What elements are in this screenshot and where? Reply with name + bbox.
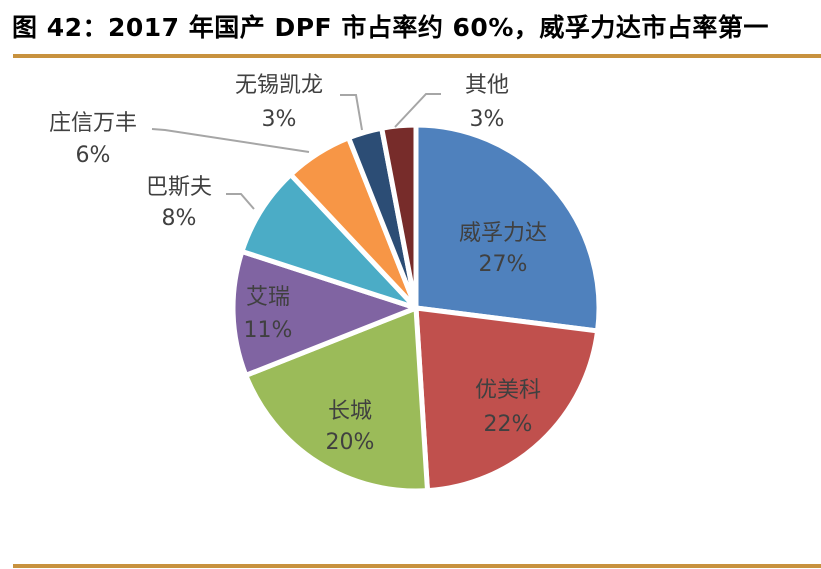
label-greatwall-pct: 20% [326,430,375,455]
label-greatwall-name: 长城 [328,399,372,424]
label-basf-pct: 8% [162,206,197,231]
leader-line-0 [226,193,255,210]
figure-title: 图 42：2017 年国产 DPF 市占率约 60%，威孚力达市占率第一 [12,13,769,42]
label-other-pct: 3% [470,107,505,132]
bottom-divider [13,564,821,568]
label-other-name: 其他 [465,73,509,98]
label-basf-name: 巴斯夫 [146,175,212,200]
label-wuxikailong-pct: 3% [262,107,297,132]
label-airui-pct: 11% [244,318,293,343]
leader-line-1 [151,128,310,153]
label-jm-name: 庄信万丰 [49,111,137,136]
pie-slice-1 [413,305,601,494]
leader-line-2 [340,94,363,131]
label-weifulida-pct: 27% [479,252,528,277]
label-weifulida-name: 威孚力达 [459,221,547,246]
leader-line-3 [394,93,441,128]
label-umicore-name: 优美科 [475,378,541,403]
data-labels: 威孚力达 27% 优美科 22% 长城 20% 艾瑞 11% 巴斯夫 8% 庄信… [49,73,547,455]
leader-lines [151,93,441,210]
pie-slice-2 [243,305,430,494]
top-divider [13,54,821,58]
label-airui-name: 艾瑞 [246,285,290,310]
pie-slices [230,122,602,494]
label-umicore-pct: 22% [484,412,533,437]
pie-slice-0 [413,122,602,334]
label-wuxikailong-name: 无锡凯龙 [235,73,323,98]
label-jm-pct: 6% [76,143,111,168]
pie-slice-7 [379,122,419,311]
pie-slice-3 [230,248,419,378]
